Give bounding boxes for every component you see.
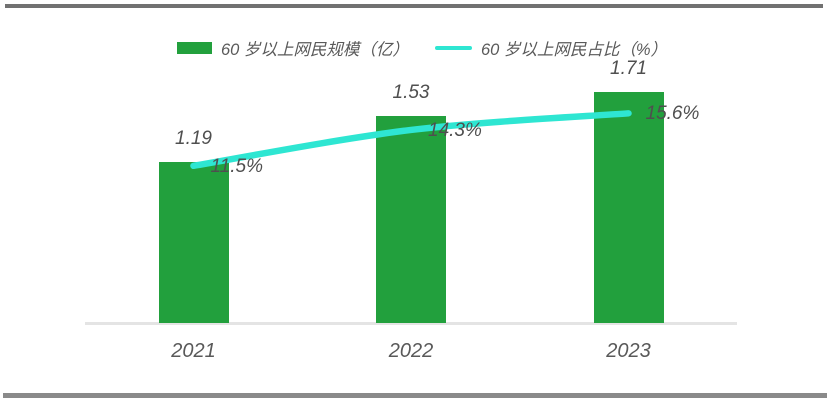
chart-legend: 60 岁以上网民规模（亿） 60 岁以上网民占比（%） [177, 36, 668, 60]
slide-bottom-border [3, 393, 827, 398]
bar-value-label-2022: 1.53 [392, 82, 430, 103]
legend-label-line-series: 60 岁以上网民占比（%） [480, 41, 668, 59]
x-axis-label-2021: 2021 [171, 340, 216, 362]
line-point-label-2023: 15.6% [645, 103, 700, 125]
bar-2021 [158, 162, 229, 323]
bar-value-label-2021: 1.19 [175, 128, 212, 149]
legend-label-bar-series: 60 岁以上网民规模（亿） [221, 41, 409, 59]
legend-item-line-series: 60 岁以上网民占比（%） [434, 36, 668, 60]
bar-value-label-2023: 1.71 [610, 58, 647, 79]
x-axis-line [85, 322, 737, 325]
line-point-label-2021: 11.5% [210, 155, 263, 177]
x-axis-label-2023: 2023 [606, 340, 651, 362]
line-point-label-2022: 14.3% [428, 119, 482, 141]
bar-series-swatch-icon [177, 42, 212, 54]
bar-2023 [593, 92, 664, 323]
bar-2022 [376, 116, 446, 323]
x-axis-label-2022: 2022 [388, 340, 434, 362]
slide-top-border [5, 4, 823, 8]
legend-item-bar-series: 60 岁以上网民规模（亿） [177, 36, 409, 60]
line-series-swatch-icon [434, 46, 472, 50]
